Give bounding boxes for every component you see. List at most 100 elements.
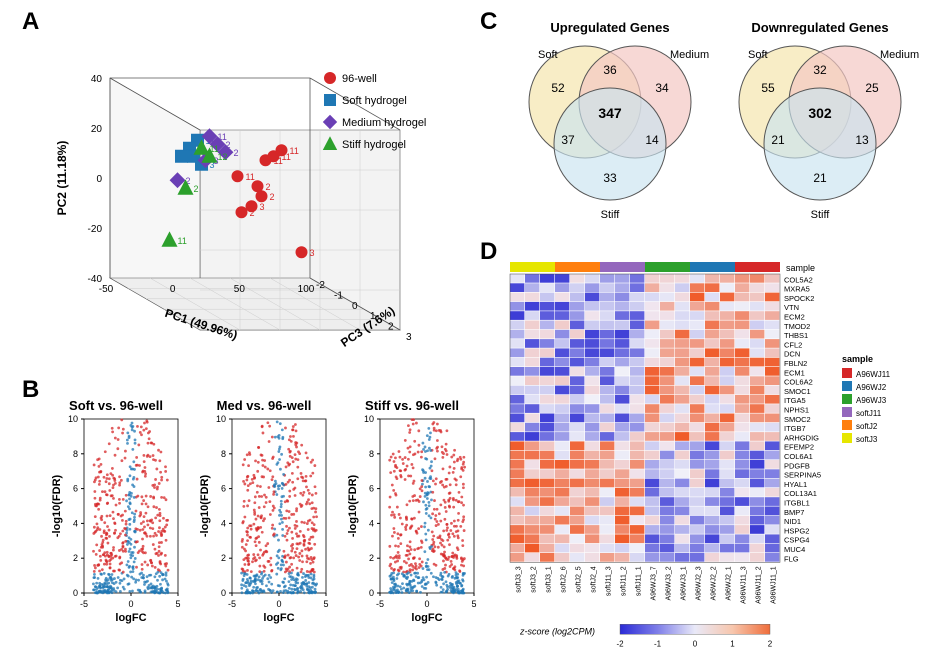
heatmap: sampleCOL5A2MXRA5SPOCK2VTNECM2TMOD2THBS1… — [500, 254, 930, 652]
svg-text:55: 55 — [761, 81, 775, 95]
svg-text:Upregulated Genes: Upregulated Genes — [550, 20, 669, 35]
svg-text:2: 2 — [73, 553, 78, 563]
svg-text:-5: -5 — [80, 599, 88, 609]
svg-text:softJ11_1: softJ11_1 — [636, 566, 643, 596]
svg-text:4: 4 — [73, 518, 78, 528]
svg-text:2: 2 — [388, 322, 394, 333]
svg-text:1: 1 — [730, 639, 735, 648]
svg-text:10: 10 — [364, 414, 374, 424]
svg-text:softJ11_2: softJ11_2 — [621, 566, 628, 596]
volcano-0: Soft vs. 96-well0246810-505logFC-log10(F… — [50, 398, 182, 638]
svg-text:3: 3 — [406, 332, 412, 343]
svg-text:MUC4: MUC4 — [784, 545, 805, 554]
svg-text:Soft: Soft — [538, 49, 558, 61]
svg-text:-20: -20 — [88, 224, 103, 235]
svg-text:2: 2 — [194, 184, 199, 194]
svg-text:2: 2 — [270, 192, 275, 202]
svg-text:36: 36 — [603, 63, 617, 77]
svg-text:6: 6 — [221, 484, 226, 494]
svg-text:logFC: logFC — [411, 612, 442, 624]
svg-text:6: 6 — [73, 484, 78, 494]
svg-text:2: 2 — [221, 553, 226, 563]
svg-text:0: 0 — [221, 588, 226, 598]
svg-text:8: 8 — [221, 449, 226, 459]
svg-text:347: 347 — [598, 105, 622, 121]
svg-text:A96WJ3_7: A96WJ3_7 — [651, 566, 658, 600]
svg-text:NID1: NID1 — [784, 517, 801, 526]
svg-text:100: 100 — [298, 284, 315, 295]
panel-label-c: C — [480, 8, 497, 36]
svg-text:A96WJ3_1: A96WJ3_1 — [681, 566, 688, 600]
svg-text:10: 10 — [68, 414, 78, 424]
svg-text:z-score (log2CPM): z-score (log2CPM) — [519, 626, 595, 636]
svg-text:SPOCK2: SPOCK2 — [784, 294, 814, 303]
volcano-panels: Soft vs. 96-well0246810-505logFC-log10(F… — [30, 398, 470, 648]
svg-text:0: 0 — [352, 301, 358, 312]
svg-text:TMOD2: TMOD2 — [784, 322, 810, 331]
pca-3d-plot: -40-2002040-50050100-2-10123PC2 (11.18%)… — [40, 18, 470, 358]
svg-text:32: 32 — [813, 63, 827, 77]
svg-text:3: 3 — [310, 248, 315, 258]
svg-text:Medium: Medium — [880, 49, 919, 61]
svg-text:softJ3_1: softJ3_1 — [546, 566, 553, 593]
svg-text:Stiff hydrogel: Stiff hydrogel — [342, 139, 406, 151]
svg-text:4: 4 — [369, 518, 374, 528]
svg-text:8: 8 — [369, 449, 374, 459]
svg-text:A96WJ2_1: A96WJ2_1 — [726, 566, 733, 600]
svg-text:A96WJ2: A96WJ2 — [856, 383, 887, 392]
svg-text:FBLN2: FBLN2 — [784, 359, 807, 368]
svg-text:ECM1: ECM1 — [784, 368, 805, 377]
svg-text:Medium hydrogel: Medium hydrogel — [342, 117, 426, 129]
svg-text:-log10(FDR): -log10(FDR) — [51, 475, 63, 538]
svg-text:Stiff: Stiff — [601, 209, 621, 221]
svg-text:COL13A1: COL13A1 — [784, 489, 817, 498]
svg-text:11: 11 — [290, 146, 299, 156]
svg-text:softJ3_3: softJ3_3 — [516, 566, 523, 593]
svg-text:11: 11 — [246, 172, 255, 182]
svg-text:-log10(FDR): -log10(FDR) — [199, 475, 211, 538]
svg-text:Soft: Soft — [748, 49, 768, 61]
svg-text:softJ2_4: softJ2_4 — [591, 566, 598, 593]
svg-text:A96WJ11_1: A96WJ11_1 — [771, 566, 778, 604]
svg-text:COL6A1: COL6A1 — [784, 452, 813, 461]
svg-text:-5: -5 — [228, 599, 236, 609]
svg-text:softJ11: softJ11 — [856, 409, 882, 418]
svg-text:0: 0 — [73, 588, 78, 598]
svg-text:12: 12 — [218, 152, 228, 162]
svg-text:0: 0 — [128, 599, 133, 609]
svg-text:NPHS1: NPHS1 — [784, 406, 809, 415]
svg-text:FLG: FLG — [784, 554, 799, 563]
svg-text:Medium: Medium — [670, 49, 709, 61]
svg-text:11: 11 — [178, 236, 187, 246]
svg-text:ITGB7: ITGB7 — [784, 424, 806, 433]
svg-text:-1: -1 — [654, 639, 662, 648]
svg-text:20: 20 — [91, 124, 103, 135]
svg-text:2: 2 — [250, 208, 255, 218]
svg-text:A96WJ2_2: A96WJ2_2 — [711, 566, 718, 600]
svg-text:PC2 (11.18%): PC2 (11.18%) — [55, 141, 69, 216]
svg-text:50: 50 — [234, 284, 246, 295]
svg-text:HSPG2: HSPG2 — [784, 526, 809, 535]
svg-text:14: 14 — [645, 133, 659, 147]
svg-text:logFC: logFC — [115, 612, 146, 624]
svg-text:302: 302 — [808, 105, 832, 121]
svg-text:0: 0 — [170, 284, 176, 295]
svg-text:-50: -50 — [99, 284, 114, 295]
volcano-2: Stiff vs. 96-well0246810-505logFC-log10(… — [346, 398, 478, 638]
panel-label-a: A — [22, 8, 39, 36]
svg-text:34: 34 — [655, 81, 669, 95]
svg-text:CSPG4: CSPG4 — [784, 536, 809, 545]
svg-text:0: 0 — [424, 599, 429, 609]
svg-text:softJ2_6: softJ2_6 — [561, 566, 568, 593]
svg-text:96-well: 96-well — [342, 73, 377, 85]
svg-text:37: 37 — [561, 133, 575, 147]
svg-text:HYAL1: HYAL1 — [784, 480, 807, 489]
svg-text:A96WJ3_2: A96WJ3_2 — [666, 566, 673, 600]
svg-text:2: 2 — [266, 182, 271, 192]
svg-text:25: 25 — [865, 81, 879, 95]
svg-text:5: 5 — [323, 599, 328, 609]
svg-text:8: 8 — [73, 449, 78, 459]
svg-text:Soft hydrogel: Soft hydrogel — [342, 95, 407, 107]
svg-text:softJ3_2: softJ3_2 — [531, 566, 538, 593]
svg-text:softJ3: softJ3 — [856, 435, 878, 444]
